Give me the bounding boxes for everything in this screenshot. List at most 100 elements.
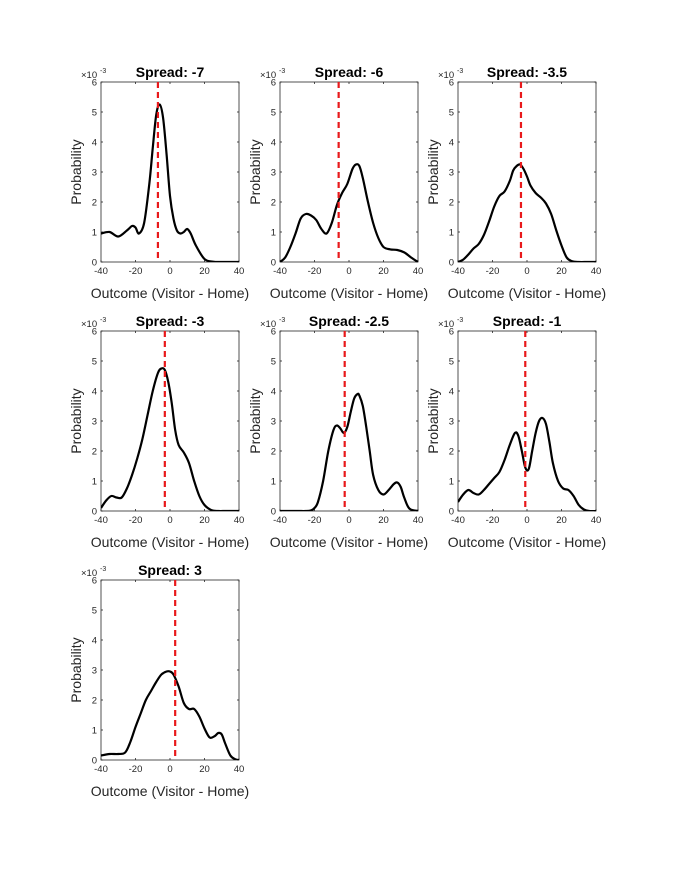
x-tick-label: -20: [129, 515, 143, 526]
x-tick-label: 40: [591, 266, 602, 277]
subplot-5: -40 -20 0 20 40 0 1 2 3 4 5 6×10 -3 Spread: -2.5 Outco…: [247, 313, 428, 550]
y-axis-label: Probability: [247, 388, 263, 453]
y-tick-label: 6: [92, 327, 97, 338]
y-tick-label: 4: [92, 636, 97, 647]
y-tick-label: 4: [271, 138, 276, 149]
exponent-label: ×10: [260, 70, 276, 81]
density-curve: [458, 416, 596, 511]
x-tick-label: 40: [234, 764, 245, 775]
subplot-4: -40 -20 0 20 40 0 1 2 3 4 5 6×10 -3 Spread: -3 Outcome…: [68, 313, 249, 550]
y-tick-label: 0: [449, 507, 454, 518]
x-tick-label: -20: [129, 764, 143, 775]
x-tick-label: 0: [167, 764, 172, 775]
y-tick-label: 2: [92, 198, 97, 209]
subplot-6: -40 -20 0 20 40 0 1 2 3 4 5 6×10 -3 Spread: -1 Outcome…: [425, 313, 606, 550]
x-tick-label: 20: [199, 515, 210, 526]
x-tick-label: -40: [94, 764, 108, 775]
y-tick-label: 5: [271, 357, 276, 368]
y-tick-label: 4: [449, 387, 454, 398]
y-tick-label: 1: [271, 477, 276, 488]
x-tick-label: 0: [167, 266, 172, 277]
x-axis-label: Outcome (Visitor - Home): [91, 285, 249, 301]
x-tick-label: 20: [199, 764, 210, 775]
x-tick-label: -20: [129, 266, 143, 277]
y-tick-label: 1: [92, 726, 97, 737]
exponent-label: ×10: [438, 319, 454, 330]
x-axis-label: Outcome (Visitor - Home): [270, 285, 428, 301]
exponent-value: -3: [100, 68, 106, 75]
y-tick-label: 4: [449, 138, 454, 149]
y-tick-label: 6: [271, 78, 276, 89]
exponent-value: -3: [457, 68, 463, 75]
exponent-label: ×10: [260, 319, 276, 330]
density-curve: [280, 392, 418, 511]
y-tick-label: 2: [449, 447, 454, 458]
y-tick-label: 2: [271, 198, 276, 209]
exponent-label: ×10: [81, 319, 97, 330]
y-tick-label: 1: [449, 228, 454, 239]
x-tick-label: 20: [378, 515, 389, 526]
exponent-label: ×10: [438, 70, 454, 81]
y-tick-label: 2: [271, 447, 276, 458]
subplot-title: Spread: -1: [493, 313, 562, 329]
x-tick-label: -40: [273, 266, 287, 277]
x-axis-label: Outcome (Visitor - Home): [448, 285, 606, 301]
y-tick-label: 5: [92, 606, 97, 617]
x-tick-label: 40: [591, 515, 602, 526]
y-axis-label: Probability: [425, 388, 441, 453]
y-tick-label: 0: [271, 258, 276, 269]
subplot-title: Spread: -6: [315, 64, 384, 80]
subplot-3: -40 -20 0 20 40 0 1 2 3 4 5 6×10 -3 Spread: -3.5 Outco…: [425, 64, 606, 301]
y-tick-label: 0: [92, 756, 97, 767]
y-tick-label: 5: [92, 108, 97, 119]
subplot-title: Spread: -3.5: [487, 64, 567, 80]
y-tick-label: 6: [92, 78, 97, 89]
y-axis-label: Probability: [68, 388, 84, 453]
density-curve: [101, 367, 239, 511]
subplot-title: Spread: 3: [138, 562, 202, 578]
subplot-title: Spread: -2.5: [309, 313, 389, 329]
exponent-value: -3: [279, 317, 285, 324]
y-tick-label: 3: [92, 168, 97, 179]
x-axis-label: Outcome (Visitor - Home): [91, 783, 249, 799]
y-tick-label: 4: [271, 387, 276, 398]
x-tick-label: -40: [94, 515, 108, 526]
subplot-7: -40 -20 0 20 40 0 1 2 3 4 5 6×10 -3 Spread: 3 Outcome …: [68, 562, 249, 799]
y-axis-label: Probability: [68, 637, 84, 702]
y-tick-label: 2: [449, 198, 454, 209]
x-tick-label: 0: [167, 515, 172, 526]
y-tick-label: 3: [449, 168, 454, 179]
y-tick-label: 1: [271, 228, 276, 239]
y-tick-label: 5: [271, 108, 276, 119]
y-tick-label: 0: [92, 258, 97, 269]
density-curve: [280, 163, 418, 262]
x-tick-label: -20: [308, 515, 322, 526]
x-axis-label: Outcome (Visitor - Home): [91, 534, 249, 550]
exponent-value: -3: [457, 317, 463, 324]
x-axis-label: Outcome (Visitor - Home): [448, 534, 606, 550]
x-tick-label: 20: [556, 266, 567, 277]
y-tick-label: 5: [449, 357, 454, 368]
y-tick-label: 3: [271, 417, 276, 428]
x-tick-label: 40: [234, 515, 245, 526]
y-tick-label: 0: [271, 507, 276, 518]
x-axis-label: Outcome (Visitor - Home): [270, 534, 428, 550]
exponent-value: -3: [279, 68, 285, 75]
density-curve: [101, 103, 239, 262]
y-axis-label: Probability: [425, 139, 441, 204]
x-tick-label: 0: [524, 515, 529, 526]
y-tick-label: 4: [92, 387, 97, 398]
subplot-2: -40 -20 0 20 40 0 1 2 3 4 5 6×10 -3 Spread: -6 Outcome…: [247, 64, 428, 301]
y-tick-label: 3: [92, 417, 97, 428]
y-tick-label: 3: [449, 417, 454, 428]
x-tick-label: 40: [413, 266, 424, 277]
x-tick-label: -20: [486, 266, 500, 277]
y-tick-label: 6: [449, 327, 454, 338]
y-tick-label: 0: [449, 258, 454, 269]
exponent-value: -3: [100, 566, 106, 573]
x-tick-label: 40: [413, 515, 424, 526]
exponent-label: ×10: [81, 568, 97, 579]
x-tick-label: 0: [524, 266, 529, 277]
y-tick-label: 3: [271, 168, 276, 179]
